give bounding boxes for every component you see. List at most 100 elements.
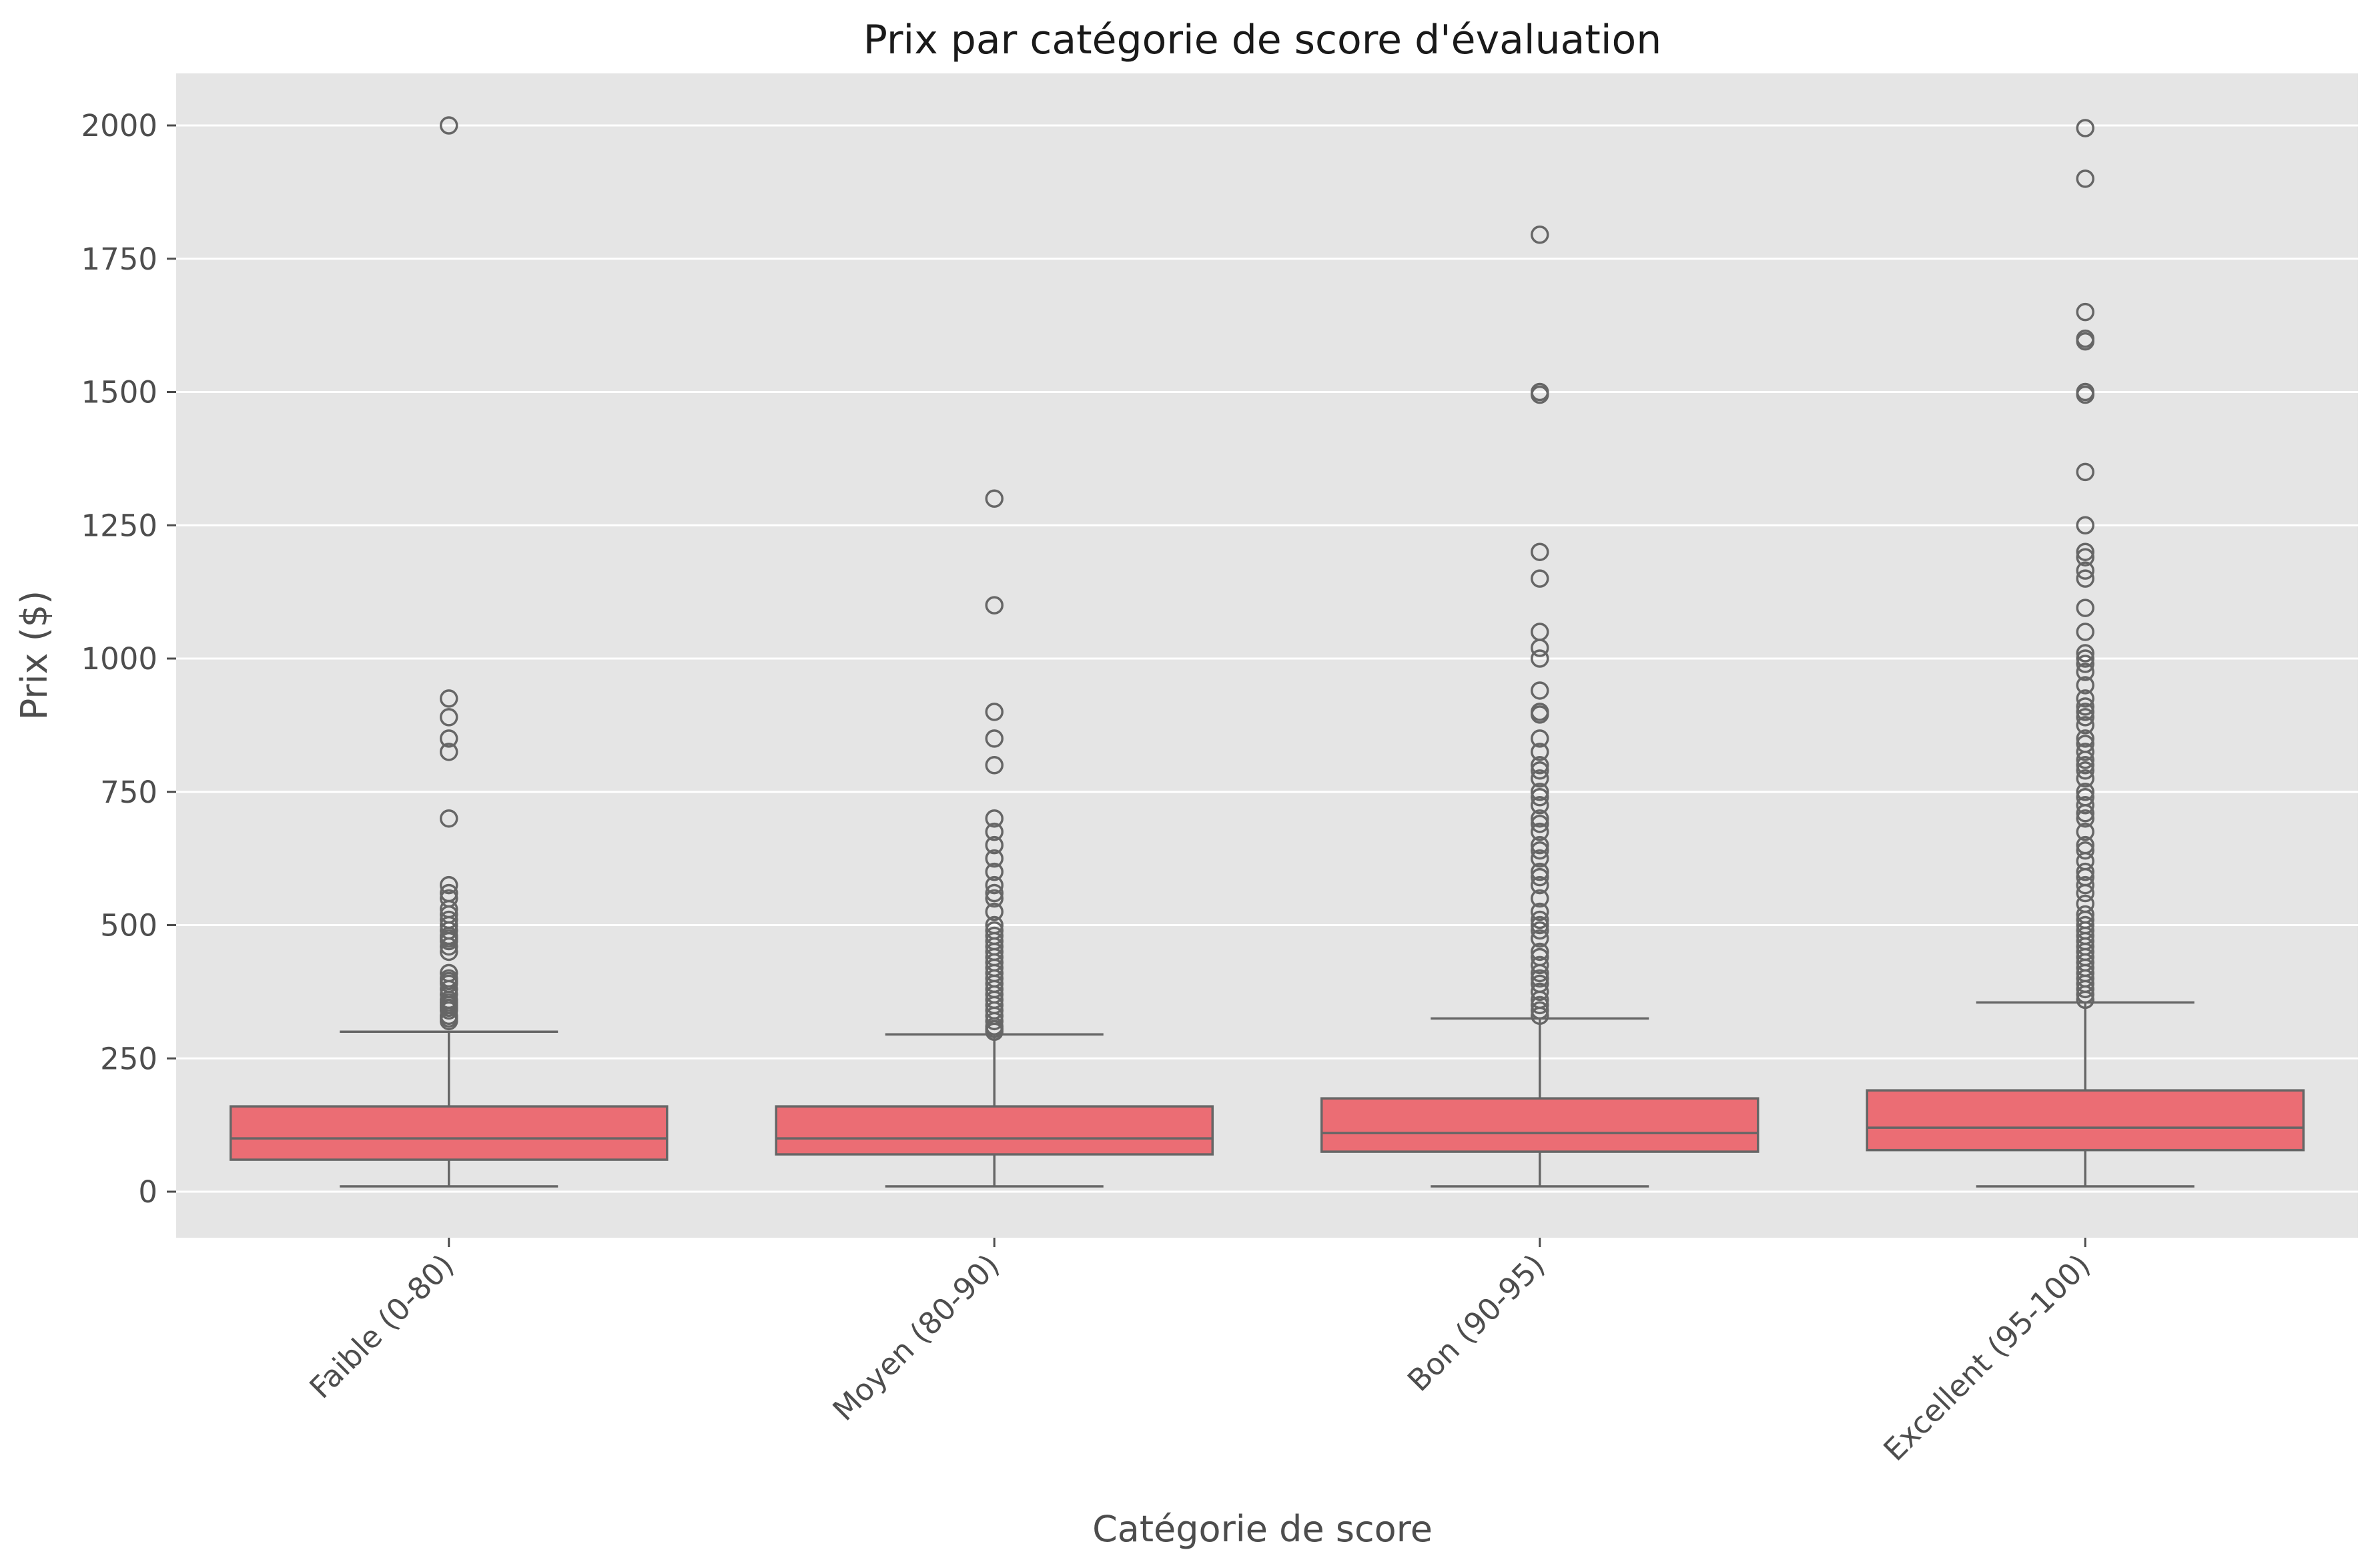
outlier-point bbox=[2076, 915, 2094, 935]
outlier-point bbox=[1531, 814, 1549, 833]
y-axis: 0 250 500 750 1000 1250 1500 1750 2000 bbox=[81, 108, 176, 1210]
outlier-point bbox=[1531, 862, 1549, 881]
chart-title: Prix par catégorie de score d'évaluation bbox=[863, 17, 1661, 63]
outlier-point bbox=[2076, 809, 2094, 828]
outlier-point bbox=[2076, 862, 2094, 881]
outlier-point bbox=[1531, 681, 1549, 700]
iqr-box bbox=[1866, 1089, 2305, 1152]
y-axis-label: Prix ($) bbox=[13, 591, 55, 720]
outlier-point bbox=[1531, 915, 1549, 935]
outlier-point bbox=[1531, 947, 1549, 967]
outlier-point bbox=[985, 915, 1004, 935]
iqr-box bbox=[1320, 1097, 1759, 1153]
x-tick-label-2: Bon (90-95) bbox=[1401, 1247, 1551, 1398]
outlier-point bbox=[2076, 905, 2094, 924]
outlier-point bbox=[1531, 542, 1549, 561]
outlier-point bbox=[985, 703, 1004, 721]
outlier-point bbox=[985, 926, 1004, 945]
outlier-point bbox=[2076, 644, 2094, 663]
outlier-point bbox=[1531, 867, 1549, 887]
outlier-point bbox=[440, 963, 458, 983]
outlier-point bbox=[1531, 889, 1549, 908]
outlier-point bbox=[2076, 769, 2094, 788]
outlier-point bbox=[2076, 703, 2094, 721]
outlier-point bbox=[1531, 902, 1549, 921]
outlier-point bbox=[2076, 663, 2094, 681]
box-series bbox=[230, 116, 2305, 1188]
outlier-point bbox=[2076, 462, 2094, 482]
outlier-point bbox=[1531, 1001, 1549, 1020]
outlier-point bbox=[985, 596, 1004, 615]
outlier-point bbox=[1531, 955, 1549, 975]
outlier-point bbox=[985, 849, 1004, 868]
outlier-point bbox=[1531, 769, 1549, 788]
outlier-point bbox=[2076, 542, 2094, 561]
outlier-point bbox=[2076, 382, 2094, 402]
y-tick-label-1500: 1500 bbox=[81, 375, 157, 410]
outlier-point bbox=[2076, 516, 2094, 534]
outlier-point bbox=[1531, 841, 1549, 860]
outlier-point bbox=[2076, 119, 2094, 137]
outlier-point bbox=[2076, 649, 2094, 668]
outlier-point bbox=[985, 862, 1004, 881]
y-tick-label-0: 0 bbox=[138, 1174, 157, 1210]
outlier-point bbox=[2076, 708, 2094, 727]
outlier-point bbox=[2076, 875, 2094, 895]
outlier-point bbox=[1531, 729, 1549, 748]
outlier-point bbox=[2076, 689, 2094, 708]
outlier-point bbox=[440, 889, 458, 908]
y-tick-label-1750: 1750 bbox=[81, 242, 157, 277]
outlier-point bbox=[1531, 623, 1549, 641]
box-group-3 bbox=[1866, 119, 2305, 1188]
outlier-point bbox=[2076, 655, 2094, 673]
outlier-point bbox=[1531, 756, 1549, 775]
outlier-point bbox=[440, 969, 458, 988]
y-tick-label-1000: 1000 bbox=[81, 641, 157, 677]
outlier-point bbox=[1531, 996, 1549, 1015]
outlier-point bbox=[440, 910, 458, 929]
outlier-point bbox=[1531, 569, 1549, 588]
outlier-point bbox=[440, 743, 458, 761]
outlier-point bbox=[1531, 809, 1549, 828]
y-tick-label-750: 750 bbox=[100, 775, 157, 810]
iqr-box bbox=[230, 1105, 669, 1161]
outlier-point bbox=[1531, 921, 1549, 940]
outlier-point bbox=[2076, 729, 2094, 748]
x-tick-label-1: Moyen (80-90) bbox=[826, 1247, 1006, 1427]
outlier-point bbox=[2076, 743, 2094, 761]
outlier-point bbox=[2076, 787, 2094, 807]
outlier-point bbox=[1531, 974, 1549, 994]
outlier-point bbox=[2076, 569, 2094, 588]
outlier-point bbox=[2076, 169, 2094, 188]
outlier-point bbox=[1531, 849, 1549, 868]
outlier-point bbox=[440, 809, 458, 828]
outlier-point bbox=[2076, 716, 2094, 735]
outlier-point bbox=[985, 822, 1004, 841]
x-tick-label-0: Faible (0-80) bbox=[303, 1247, 461, 1405]
outlier-point bbox=[440, 116, 458, 135]
outlier-point bbox=[2076, 329, 2094, 348]
outlier-point bbox=[985, 809, 1004, 828]
outlier-point bbox=[1531, 795, 1549, 815]
outlier-point bbox=[2076, 756, 2094, 775]
outlier-point bbox=[440, 875, 458, 895]
outlier-point bbox=[1531, 226, 1549, 244]
outlier-point bbox=[1531, 969, 1549, 988]
plot-area bbox=[176, 73, 2358, 1238]
outlier-point bbox=[985, 902, 1004, 921]
outlier-point bbox=[2076, 623, 2094, 641]
outlier-point bbox=[985, 729, 1004, 748]
outlier-point bbox=[2076, 841, 2094, 860]
outlier-point bbox=[2076, 735, 2094, 753]
outlier-point bbox=[2076, 599, 2094, 617]
outlier-point bbox=[440, 689, 458, 708]
outlier-point bbox=[2076, 548, 2094, 566]
outlier-point bbox=[1531, 761, 1549, 780]
outlier-point bbox=[1531, 835, 1549, 855]
outlier-point bbox=[1531, 649, 1549, 668]
outlier-point bbox=[985, 489, 1004, 508]
box-group-0 bbox=[230, 116, 669, 1188]
outlier-point bbox=[1531, 910, 1549, 929]
y-tick-label-1250: 1250 bbox=[81, 508, 157, 543]
